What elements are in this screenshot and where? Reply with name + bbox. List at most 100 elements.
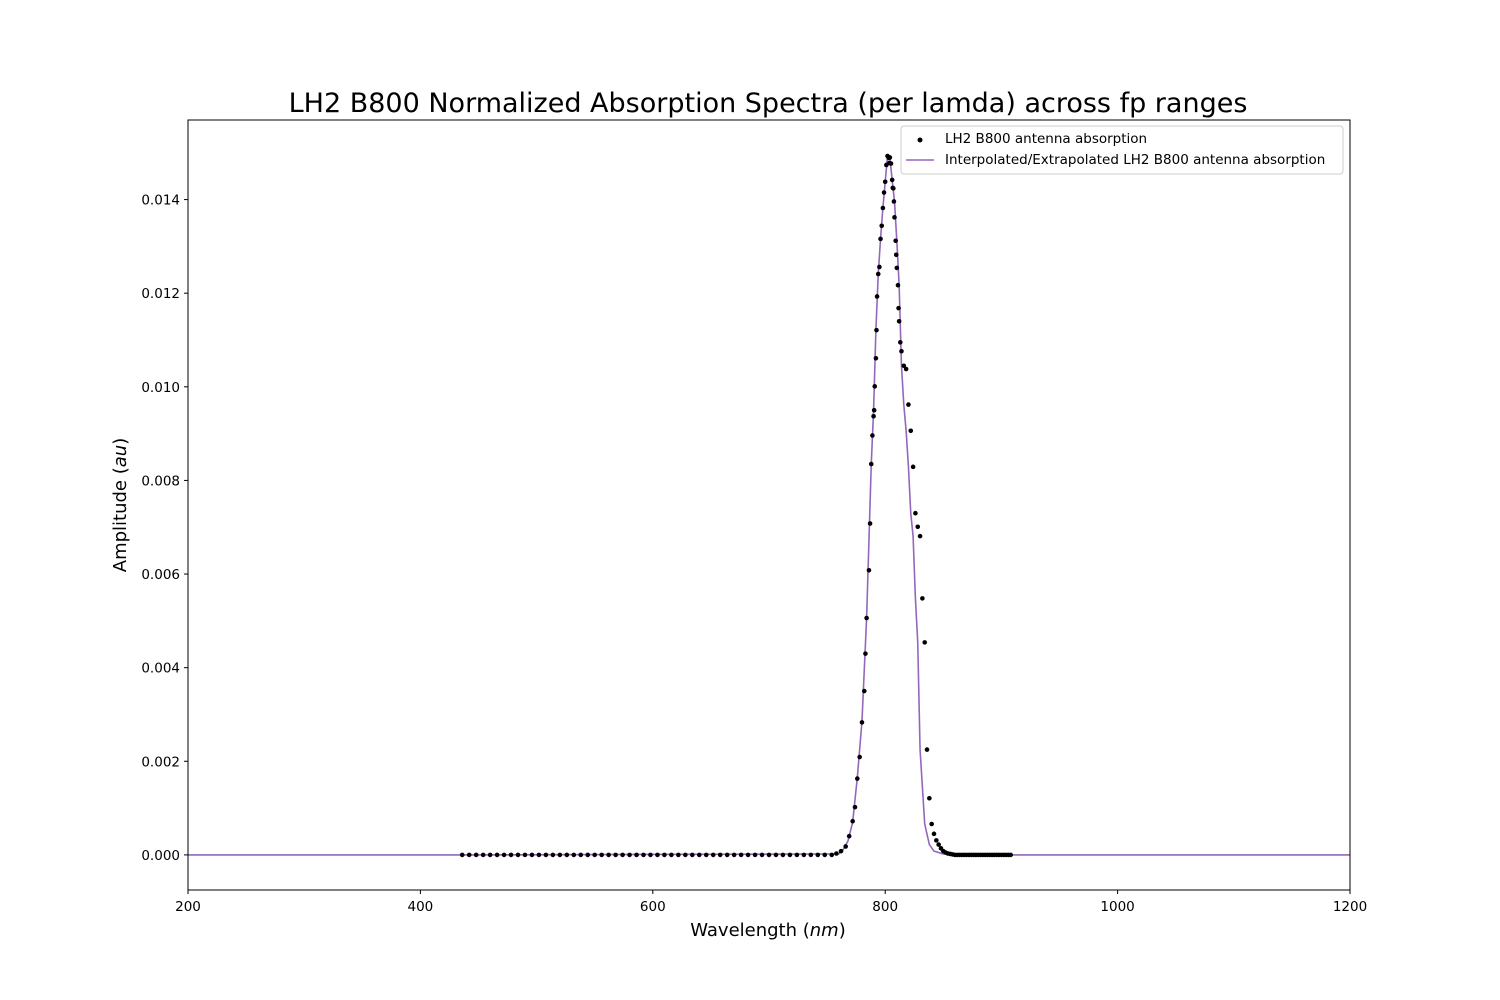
data-point bbox=[931, 831, 937, 837]
data-point bbox=[868, 461, 874, 467]
data-point bbox=[690, 852, 695, 858]
data-point bbox=[929, 821, 934, 827]
data-point bbox=[927, 795, 932, 801]
data-point bbox=[843, 844, 848, 849]
data-point bbox=[877, 264, 882, 270]
y-axis-label: Amplitude (au) bbox=[110, 438, 131, 572]
plot-frame bbox=[187, 119, 1351, 891]
data-point bbox=[910, 464, 916, 470]
data-point bbox=[752, 852, 758, 858]
data-point bbox=[857, 754, 862, 760]
data-point bbox=[487, 852, 493, 858]
data-point bbox=[710, 852, 716, 858]
data-point bbox=[745, 852, 751, 858]
data-point bbox=[915, 524, 921, 530]
data-point bbox=[801, 852, 807, 858]
data-point bbox=[794, 852, 800, 858]
data-point bbox=[901, 363, 907, 369]
y-tick-label: 0.010 bbox=[141, 380, 180, 396]
data-point bbox=[891, 199, 897, 204]
data-point bbox=[676, 852, 681, 858]
data-point bbox=[787, 852, 793, 858]
data-point bbox=[872, 384, 878, 389]
data-point bbox=[894, 265, 900, 271]
data-point bbox=[896, 318, 902, 324]
data-point bbox=[875, 271, 881, 277]
y-axis: 0.000 0.002 0.004 0.006 0.008 0.010 0.012 0.014 bbox=[141, 193, 188, 864]
data-point bbox=[917, 533, 923, 539]
data-point bbox=[696, 852, 702, 858]
data-point bbox=[891, 186, 896, 191]
data-point bbox=[850, 818, 855, 824]
data-point bbox=[522, 852, 528, 858]
data-point bbox=[620, 852, 625, 858]
data-point bbox=[866, 568, 872, 573]
data-point bbox=[494, 852, 500, 858]
x-tick-label: 1200 bbox=[1333, 899, 1367, 915]
data-point bbox=[936, 842, 941, 847]
data-point bbox=[766, 852, 772, 858]
data-point bbox=[874, 327, 879, 333]
data-point bbox=[717, 852, 723, 858]
x-tick-label: 200 bbox=[175, 899, 201, 915]
data-point bbox=[899, 348, 904, 354]
data-point bbox=[627, 852, 632, 858]
data-point bbox=[867, 521, 873, 526]
data-point bbox=[893, 252, 899, 258]
data-point bbox=[871, 407, 877, 413]
data-point bbox=[515, 852, 521, 858]
x-tick-label: 600 bbox=[640, 899, 666, 915]
data-point bbox=[592, 852, 597, 858]
data-point bbox=[641, 852, 646, 858]
data-point bbox=[880, 205, 886, 211]
data-point bbox=[550, 852, 556, 858]
y-axis-unit: au bbox=[110, 445, 131, 467]
series-points-layer bbox=[459, 153, 1013, 858]
data-point bbox=[861, 688, 867, 694]
data-point bbox=[888, 161, 894, 166]
data-point bbox=[1008, 852, 1013, 858]
data-point bbox=[459, 852, 465, 858]
data-point bbox=[908, 428, 914, 434]
data-point bbox=[855, 776, 860, 781]
data-point bbox=[822, 852, 828, 858]
data-point bbox=[773, 852, 779, 858]
data-point bbox=[882, 179, 888, 185]
chart-title: LH2 B800 Normalized Absorption Spectra (… bbox=[289, 88, 1248, 119]
data-point bbox=[889, 177, 895, 183]
data-point bbox=[913, 510, 918, 516]
data-point bbox=[815, 852, 821, 858]
data-point bbox=[480, 852, 486, 858]
data-point bbox=[859, 720, 865, 725]
data-point bbox=[655, 852, 660, 858]
data-point bbox=[557, 852, 563, 858]
data-point bbox=[543, 852, 549, 858]
x-axis-label-text: Wavelength bbox=[690, 920, 797, 941]
data-point bbox=[703, 852, 709, 858]
data-point bbox=[829, 852, 835, 858]
data-point bbox=[864, 615, 869, 621]
y-axis-label-text: Amplitude bbox=[110, 480, 131, 572]
data-point bbox=[529, 852, 535, 858]
data-point bbox=[613, 852, 618, 858]
data-point bbox=[724, 852, 730, 858]
data-point bbox=[895, 282, 901, 288]
x-tick-label: 1000 bbox=[1100, 899, 1134, 915]
y-tick-label: 0.006 bbox=[141, 567, 180, 583]
legend-box bbox=[900, 125, 1344, 175]
data-point bbox=[648, 852, 653, 858]
x-tick-label: 400 bbox=[408, 899, 434, 915]
data-point bbox=[501, 852, 507, 858]
data-point bbox=[863, 651, 868, 656]
x-axis-label: Wavelength (nm) bbox=[690, 920, 846, 941]
data-point bbox=[906, 402, 911, 407]
x-axis-unit: nm bbox=[810, 920, 839, 941]
data-point bbox=[903, 366, 909, 372]
data-point bbox=[873, 355, 879, 361]
data-point bbox=[898, 340, 903, 345]
data-point bbox=[669, 852, 674, 858]
data-point bbox=[934, 838, 939, 843]
data-point bbox=[808, 852, 814, 858]
y-tick-label: 0.002 bbox=[141, 754, 180, 770]
